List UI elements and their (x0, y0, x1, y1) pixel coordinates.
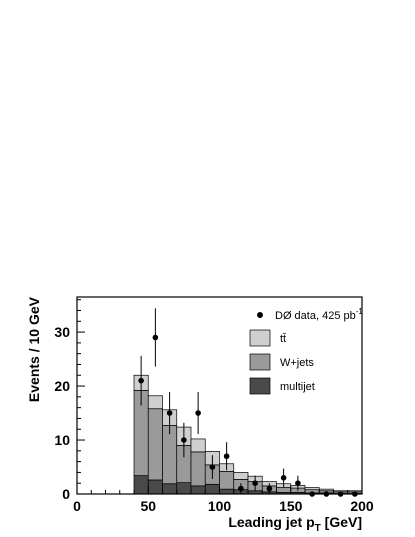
data-point (238, 485, 244, 492)
data-point (266, 485, 273, 492)
histogram-bin-tt--4 (190, 438, 206, 453)
histogram-bin-tt--13 (318, 488, 334, 492)
histogram-bin-w-jets-6 (219, 470, 235, 490)
x-axis-title-main: Leading jet p (228, 514, 314, 530)
histogram-bin-w-jets-1 (147, 408, 163, 481)
histogram-bin-multijet-4 (190, 485, 206, 495)
y-tick-label: 30 (54, 324, 70, 340)
data-point (209, 464, 216, 470)
x-axis-title-unit: [GeV] (321, 514, 362, 530)
legend: DØ data, 425 pb-1 tt̄ W+jets multijet (249, 307, 363, 395)
data-point (166, 410, 173, 416)
legend-label-multijet: multijet (280, 381, 315, 393)
legend-swatch-multijet (249, 377, 271, 395)
histogram-bin-multijet-2 (162, 483, 178, 495)
y-axis-title: Events / 10 GeV (26, 296, 42, 402)
histogram-bin-multijet-6 (219, 488, 235, 495)
plot-area (133, 308, 363, 497)
data-point (295, 480, 301, 487)
y-tick-label: 10 (54, 432, 70, 448)
y-tick-label: 20 (54, 378, 70, 394)
legend-label-w-jets: W+jets (280, 357, 314, 369)
x-tick-label: 50 (140, 498, 156, 514)
histogram-bin-w-jets-4 (190, 451, 206, 487)
legend-label-ttbar: tt̄ (280, 333, 286, 345)
histogram-bin-tt--12 (304, 487, 320, 491)
data-point (223, 453, 230, 460)
legend-label-data-superscript: -1 (356, 307, 364, 316)
data-point (195, 410, 201, 416)
legend-swatch-ttbar (249, 329, 271, 347)
legend-data-marker (257, 312, 263, 318)
x-axis-title: Leading jet pT [GeV] (228, 514, 362, 534)
data-point (152, 334, 159, 341)
legend-label-data: DØ data, 425 pb-1 (275, 307, 363, 322)
legend-label-data-main: DØ data, 425 pb (275, 310, 356, 322)
axes: 0 50 100 150 200 0 10 20 30 Leading jet pT [GeV] E… (26, 296, 374, 534)
data-point (280, 475, 287, 481)
histogram-bin-tt--7 (233, 472, 249, 480)
y-tick-label: 0 (62, 486, 70, 502)
histogram-bin-tt--1 (147, 395, 163, 410)
x-tick-label: 150 (279, 498, 303, 514)
x-axis-title-subscript: T (315, 523, 321, 534)
histogram-bin-multijet-3 (176, 482, 192, 495)
histogram-bin-w-jets-2 (162, 425, 178, 485)
legend-swatch-w-jets (249, 353, 271, 371)
x-tick-label: 0 (73, 498, 81, 514)
histogram-bin-multijet-5 (204, 483, 220, 495)
histogram-bin-multijet-1 (147, 479, 163, 495)
x-tick-label: 100 (208, 498, 232, 514)
histogram-bin-multijet-0 (133, 475, 149, 495)
data-point (138, 377, 144, 384)
data-point (252, 480, 258, 487)
data-point (181, 437, 187, 443)
x-tick-label: 200 (350, 498, 374, 514)
histogram-bin-w-jets-10 (276, 487, 292, 493)
